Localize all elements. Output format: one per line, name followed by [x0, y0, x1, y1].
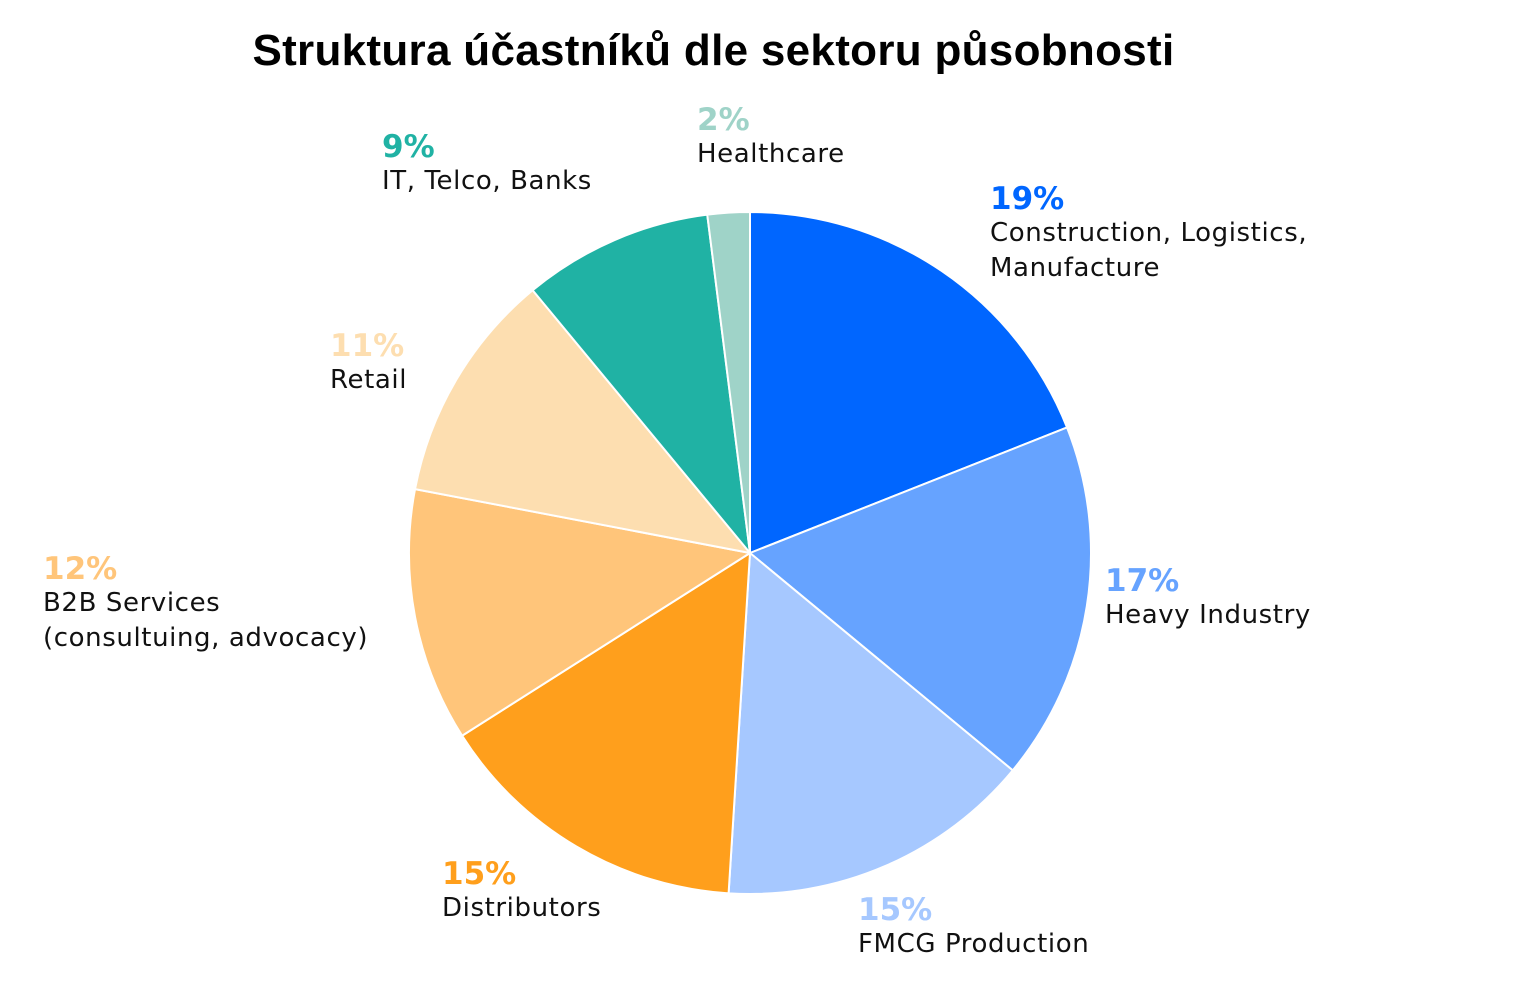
chart-title: Struktura účastníků dle sektoru působnos…	[252, 26, 1175, 75]
slice-label-6: 11% Retail	[330, 327, 407, 398]
slice-value-label: 15%	[858, 892, 933, 928]
slice-name-label: B2B Services	[43, 588, 221, 618]
pie-slice-4	[461, 552, 751, 895]
slice-value-label: 11%	[330, 328, 405, 364]
pie-slice-2	[749, 426, 1092, 772]
slice-label-4: 15% Distributors	[442, 855, 601, 926]
slice-value-label: 12%	[43, 551, 118, 587]
pie-slice-5	[408, 488, 751, 737]
slice-label-5: 12% B2B Services (consultuing, advocacy)	[43, 550, 368, 656]
pie-slice-8	[706, 211, 751, 554]
slice-name-label: Construction, Logistics,	[990, 218, 1308, 248]
pie-slice-3	[727, 552, 1014, 895]
slice-name-label: Distributors	[442, 893, 602, 923]
slice-value-label: 17%	[1105, 563, 1180, 599]
slice-value-label: 15%	[442, 856, 517, 892]
pie-slice-6	[414, 289, 751, 554]
slice-name-label: Heavy Industry	[1105, 600, 1311, 630]
slice-name-label: FMCG Production	[858, 929, 1090, 959]
pie-slices	[408, 211, 1092, 895]
pie-slice-1	[749, 211, 1069, 554]
slice-value-label: 9%	[382, 129, 435, 165]
slice-name-label: IT, Telco, Banks	[382, 166, 592, 196]
slice-name-label: (consultuing, advocacy)	[43, 623, 369, 653]
slice-label-3: 15% FMCG Production	[858, 891, 1089, 962]
slice-label-2: 17% Heavy Industry	[1105, 562, 1311, 633]
slice-value-label: 19%	[990, 181, 1065, 217]
slice-value-label: 2%	[697, 102, 750, 138]
slice-label-7: 9% IT, Telco, Banks	[382, 128, 592, 199]
slice-name-label: Manufacture	[990, 253, 1161, 283]
pie-slice-7	[531, 213, 751, 554]
slice-label-8: 2% Healthcare	[697, 101, 845, 172]
slice-name-label: Healthcare	[697, 139, 845, 169]
slice-name-label: Retail	[330, 365, 408, 395]
slice-label-1: 19% Construction, Logistics, Manufacture	[990, 180, 1307, 286]
